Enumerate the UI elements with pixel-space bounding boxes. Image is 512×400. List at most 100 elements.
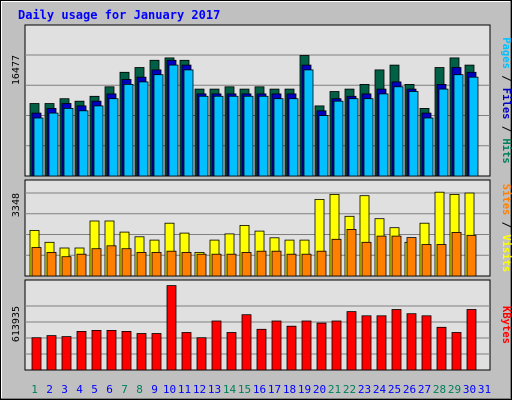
sites-bar bbox=[181, 251, 192, 277]
sites-bar bbox=[211, 253, 222, 277]
kbytes-bar bbox=[466, 309, 477, 371]
sites-bar bbox=[196, 253, 207, 277]
legend-sites-visits: Sites / Visits bbox=[500, 184, 512, 273]
sites-bar bbox=[106, 245, 117, 277]
kbytes-bar bbox=[226, 332, 237, 371]
day-label: 3 bbox=[61, 383, 68, 396]
pages-bar bbox=[48, 112, 59, 177]
pages-bar bbox=[213, 95, 224, 177]
chart-title: Daily usage for January 2017 bbox=[18, 8, 220, 22]
chart-panels: 16477 Pages / Files / Hits 3348 Sites / Vis… bbox=[11, 24, 512, 371]
day-label: 8 bbox=[136, 383, 143, 396]
kbytes-bar bbox=[196, 337, 207, 371]
day-label: 1 bbox=[31, 383, 38, 396]
day-label: 18 bbox=[283, 383, 296, 396]
day-labels: 1 2 3 4 5 6 7 8 9 10 11 12 13 14 15 16 17 18 19 20 21 22 23 24 2… bbox=[31, 383, 491, 396]
pages-bar bbox=[348, 98, 359, 177]
panel-kbytes: 613935 KBytes bbox=[11, 279, 512, 371]
sites-bar bbox=[391, 235, 402, 277]
legend-item: Pages bbox=[500, 37, 512, 69]
day-label: 22 bbox=[343, 383, 356, 396]
pages-bar bbox=[63, 108, 74, 177]
day-label: 25 bbox=[388, 383, 401, 396]
sites-bar bbox=[241, 251, 252, 277]
sites-bar bbox=[421, 244, 432, 277]
legend-item: Hits bbox=[500, 138, 512, 163]
day-label: 27 bbox=[418, 383, 431, 396]
pages-bar bbox=[153, 74, 164, 177]
kbytes-bar bbox=[241, 314, 252, 371]
day-label: 2 bbox=[46, 383, 53, 396]
pages-bar bbox=[228, 95, 239, 177]
day-label: 29 bbox=[448, 383, 461, 396]
pages-bar bbox=[198, 95, 209, 177]
sites-bar bbox=[376, 235, 387, 277]
legend-item: / bbox=[500, 119, 512, 138]
panel-sites-visits: 3348 Sites / Visits bbox=[11, 179, 512, 277]
y-max-label: 16477 bbox=[11, 55, 22, 85]
pages-bar bbox=[183, 69, 194, 177]
sites-bar bbox=[316, 250, 327, 277]
day-label: 21 bbox=[328, 383, 341, 396]
sites-bar bbox=[136, 251, 147, 277]
day-label: 9 bbox=[151, 383, 158, 396]
pages-bar bbox=[78, 110, 89, 177]
day-label: 16 bbox=[253, 383, 266, 396]
kbytes-bar bbox=[76, 330, 87, 371]
kbytes-bar bbox=[391, 309, 402, 371]
kbytes-bar bbox=[286, 325, 297, 371]
legend-item: Files bbox=[500, 88, 512, 120]
sites-bar bbox=[436, 244, 447, 277]
day-label: 12 bbox=[193, 383, 206, 396]
day-label: 4 bbox=[76, 383, 83, 396]
kbytes-bar bbox=[346, 311, 357, 371]
y-max-label: 3348 bbox=[11, 193, 22, 217]
kbytes-bar bbox=[46, 335, 57, 371]
kbytes-bar bbox=[361, 315, 372, 371]
pages-bar bbox=[468, 76, 479, 177]
pages-bar bbox=[93, 105, 104, 177]
day-label: 14 bbox=[223, 383, 237, 396]
kbytes-bar bbox=[256, 328, 267, 371]
sites-bar bbox=[76, 253, 87, 277]
legend-item: / bbox=[500, 215, 512, 234]
series-sites bbox=[31, 228, 477, 277]
panel-hits-files-pages: 16477 Pages / Files / Hits bbox=[11, 24, 512, 177]
kbytes-bar bbox=[301, 320, 312, 371]
pages-bar bbox=[333, 100, 344, 177]
sites-bar bbox=[361, 241, 372, 277]
kbytes-bar bbox=[406, 313, 417, 371]
kbytes-bar bbox=[31, 337, 42, 371]
day-label: 30 bbox=[463, 383, 476, 396]
kbytes-bar bbox=[376, 315, 387, 371]
day-label: 26 bbox=[403, 383, 416, 396]
pages-bar bbox=[258, 95, 269, 177]
sites-bar bbox=[286, 253, 297, 277]
legend-item: / bbox=[500, 69, 512, 88]
sites-bar bbox=[346, 228, 357, 277]
pages-bar bbox=[138, 81, 149, 177]
day-label: 6 bbox=[106, 383, 113, 396]
sites-bar bbox=[256, 250, 267, 277]
pages-bar bbox=[243, 95, 254, 177]
kbytes-bar bbox=[211, 320, 222, 371]
day-label: 20 bbox=[313, 383, 326, 396]
day-label: 17 bbox=[268, 383, 281, 396]
day-label: 11 bbox=[178, 383, 191, 396]
kbytes-bar bbox=[151, 333, 162, 371]
kbytes-bar bbox=[331, 320, 342, 371]
pages-bar bbox=[288, 98, 299, 177]
kbytes-bar bbox=[121, 330, 132, 371]
kbytes-bar bbox=[91, 329, 102, 371]
sites-bar bbox=[226, 253, 237, 277]
pages-bar bbox=[378, 93, 389, 177]
kbytes-bar bbox=[181, 332, 192, 371]
legend-item: KBytes bbox=[500, 306, 512, 344]
day-label: 19 bbox=[298, 383, 311, 396]
series-kbytes bbox=[31, 285, 477, 371]
kbytes-bar bbox=[436, 326, 447, 371]
day-label: 15 bbox=[238, 383, 251, 396]
legend-kbytes: KBytes bbox=[500, 306, 512, 344]
pages-bar bbox=[363, 98, 374, 177]
